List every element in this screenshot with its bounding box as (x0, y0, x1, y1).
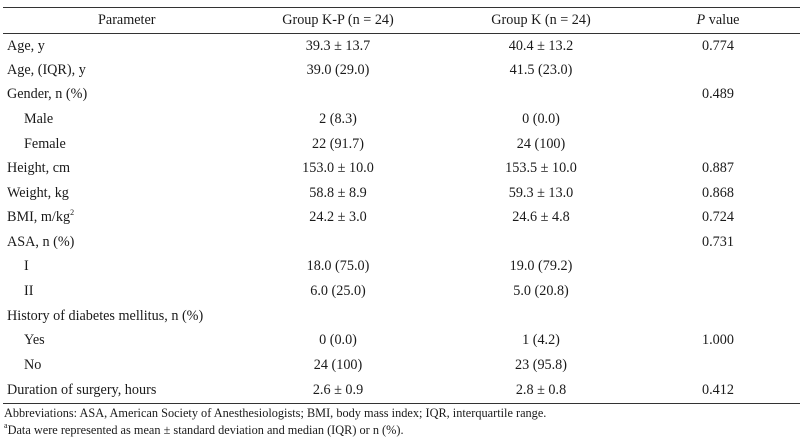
table-row: Age, (IQR), y 39.0 (29.0) 41.5 (23.0) (3, 58, 800, 82)
header-p-value: P value (663, 8, 773, 32)
row-p-value: 0.774 (702, 38, 734, 54)
table-row: Male 2 (8.3) 0 (0.0) (3, 107, 800, 131)
row-group-k: 2.8 ± 0.8 (515, 382, 567, 398)
header-p-italic: P (696, 12, 706, 28)
row-group-k: 41.5 (23.0) (509, 62, 573, 78)
row-label: Yes (24, 332, 45, 348)
row-label: BMI, m/kg2 (7, 205, 74, 229)
table-row: Yes 0 (0.0) 1 (4.2) 1.000 (3, 328, 800, 352)
row-group-kp: 39.3 ± 13.7 (305, 38, 371, 54)
table-row: BMI, m/kg2 24.2 ± 3.0 24.6 ± 4.8 0.724 (3, 205, 800, 229)
row-group-k: 153.5 ± 10.0 (505, 160, 577, 176)
row-group-k: 23 (95.8) (514, 357, 567, 373)
row-p-value: 0.724 (702, 209, 734, 225)
table-row: Height, cm 153.0 ± 10.0 153.5 ± 10.0 0.8… (3, 156, 800, 180)
footnote-data-text: Data were represented as mean ± standard… (7, 423, 404, 437)
header-group-k: Group K (n = 24) (491, 12, 591, 28)
row-group-kp: 22 (91.7) (311, 136, 364, 152)
table-row: Gender, n (%) 0.489 (3, 82, 800, 106)
table-row: Weight, kg 58.8 ± 8.9 59.3 ± 13.0 0.868 (3, 181, 800, 205)
table-bottom-rule (3, 403, 800, 404)
table-header-row: Parameter Group K-P (n = 24) Group K (n … (3, 8, 800, 32)
table-row: Duration of surgery, hours 2.6 ± 0.9 2.8… (3, 378, 800, 402)
row-group-k: 40.4 ± 13.2 (508, 38, 574, 54)
row-label: ASA, n (%) (7, 234, 75, 250)
row-p-value: 0.731 (702, 234, 734, 250)
header-group-kp: Group K-P (n = 24) (282, 12, 394, 28)
row-label: Age, (IQR), y (7, 62, 86, 78)
row-group-kp: 24 (100) (313, 357, 363, 373)
row-p-value: 0.887 (702, 160, 734, 176)
row-p-value: 0.412 (702, 382, 734, 398)
table-top-rule (3, 7, 800, 8)
row-label-text: BMI, m/kg (7, 209, 71, 225)
table-row: ASA, n (%) 0.731 (3, 230, 800, 254)
row-group-kp: 39.0 (29.0) (306, 62, 370, 78)
row-group-k: 5.0 (20.8) (513, 283, 569, 299)
row-label: I (24, 258, 29, 274)
row-group-k: 59.3 ± 13.0 (508, 185, 574, 201)
header-rule (3, 33, 800, 34)
row-group-k: 24.6 ± 4.8 (512, 209, 570, 225)
row-label: Duration of surgery, hours (7, 382, 157, 398)
table-row: Age, y 39.3 ± 13.7 40.4 ± 13.2 0.774 (3, 34, 800, 58)
row-label: Age, y (7, 38, 45, 54)
row-group-k: 0 (0.0) (522, 111, 560, 127)
table-row: History of diabetes mellitus, n (%) (3, 304, 800, 328)
row-label: II (24, 283, 34, 299)
table-row: Female 22 (91.7) 24 (100) (3, 132, 800, 156)
row-label: Female (24, 136, 66, 152)
row-label: History of diabetes mellitus, n (%) (7, 308, 204, 324)
table-row: No 24 (100) 23 (95.8) (3, 353, 800, 377)
row-label: Male (24, 111, 54, 127)
table-row: II 6.0 (25.0) 5.0 (20.8) (3, 279, 800, 303)
row-group-k: 24 (100) (516, 136, 566, 152)
row-label: No (24, 357, 42, 373)
footnote-abbreviations: Abbreviations: ASA, American Society of … (4, 406, 547, 420)
footnote-data-note: aData were represented as mean ± standar… (4, 422, 404, 438)
row-group-kp: 58.8 ± 8.9 (309, 185, 367, 201)
footnote-superscript: a (4, 421, 8, 430)
row-p-value: 0.489 (702, 86, 734, 102)
header-p-rest: value (705, 12, 740, 28)
row-label-superscript: 2 (70, 208, 75, 217)
row-group-kp: 2 (8.3) (319, 111, 357, 127)
row-group-k: 1 (4.2) (522, 332, 560, 348)
row-label: Gender, n (%) (7, 86, 88, 102)
table-row: I 18.0 (75.0) 19.0 (79.2) (3, 254, 800, 278)
header-parameter: Parameter (98, 12, 156, 28)
row-group-kp: 24.2 ± 3.0 (309, 209, 367, 225)
row-p-value: 1.000 (702, 332, 734, 348)
row-group-kp: 153.0 ± 10.0 (302, 160, 374, 176)
row-group-kp: 6.0 (25.0) (310, 283, 366, 299)
row-label: Height, cm (7, 160, 71, 176)
row-label: Weight, kg (7, 185, 69, 201)
row-group-k: 19.0 (79.2) (509, 258, 573, 274)
row-group-kp: 18.0 (75.0) (306, 258, 370, 274)
row-p-value: 0.868 (702, 185, 734, 201)
row-group-kp: 0 (0.0) (319, 332, 357, 348)
row-group-kp: 2.6 ± 0.9 (312, 382, 364, 398)
